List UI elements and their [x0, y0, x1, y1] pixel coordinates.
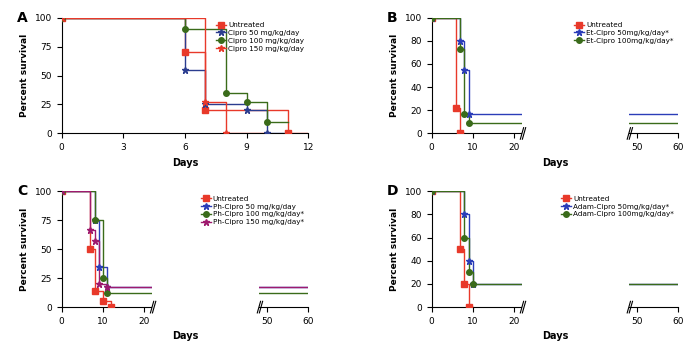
X-axis label: Days: Days [172, 158, 198, 168]
X-axis label: Days: Days [542, 158, 568, 168]
Legend: Untreated, Et-Cipro 50mg/kg/day*, Et-Cipro 100mg/kg/day*: Untreated, Et-Cipro 50mg/kg/day*, Et-Cip… [573, 21, 675, 44]
Legend: Untreated, Cipro 50 mg/kg/day, Cipro 100 mg/kg/day, Cipro 150 mg/kg/day: Untreated, Cipro 50 mg/kg/day, Cipro 100… [215, 21, 305, 52]
Text: B: B [387, 11, 398, 25]
Bar [522, 12, 629, 139]
Text: C: C [17, 184, 27, 198]
Bar [522, 186, 629, 313]
Bar [152, 186, 259, 313]
X-axis label: Days: Days [172, 331, 198, 341]
X-axis label: Days: Days [542, 331, 568, 341]
Text: D: D [387, 184, 399, 198]
Y-axis label: Percent survival: Percent survival [20, 208, 29, 291]
Legend: Untreated, Ph-Cipro 50 mg/kg/day, Ph-Cipro 100 mg/kg/day*, Ph-Cipro 150 mg/kg/da: Untreated, Ph-Cipro 50 mg/kg/day, Ph-Cip… [200, 195, 305, 226]
Text: A: A [17, 11, 28, 25]
Y-axis label: Percent survival: Percent survival [390, 34, 399, 117]
Y-axis label: Percent survival: Percent survival [390, 208, 399, 291]
Y-axis label: Percent survival: Percent survival [20, 34, 29, 117]
Legend: Untreated, Adam-Cipro 50mg/kg/day*, Adam-Cipro 100mg/kg/day*: Untreated, Adam-Cipro 50mg/kg/day*, Adam… [560, 195, 675, 218]
